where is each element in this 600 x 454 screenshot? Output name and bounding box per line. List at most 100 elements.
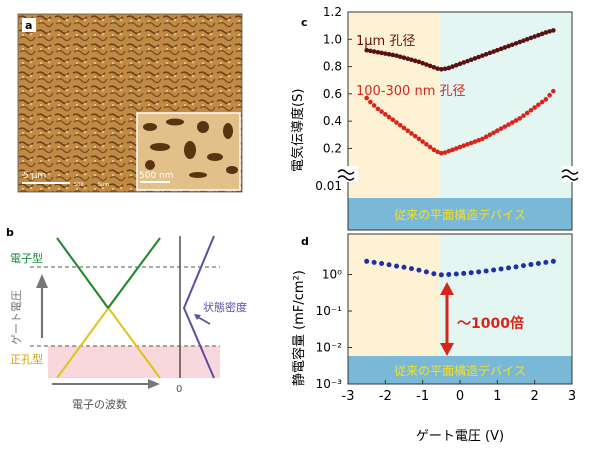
series-label-100nm: 100-300 nm 孔径 <box>356 84 466 99</box>
panel-d-xlabel: ゲート電圧 (V) <box>416 429 504 444</box>
point-1um <box>405 56 411 62</box>
point-100nm <box>468 140 474 146</box>
wavenumber-label: 電子の波数 <box>72 398 127 411</box>
panel-d: d 従来の平面構造デバイス 10⁰ 10⁻¹ 10⁻² 10⁻³ -3 -2 -1 0 1 2 3… <box>291 233 576 444</box>
panel-c-y-ticks: 0.2 0.4 0.6 0.8 1.0 1.2 <box>323 5 352 155</box>
point-100nm <box>517 116 523 121</box>
dos-arrow-head <box>194 314 201 320</box>
c-y-tick-label: 0.6 <box>323 87 342 101</box>
point-1um <box>502 45 508 50</box>
panel-c-conventional-band <box>348 198 572 230</box>
hole-type-label: 正孔型 <box>10 352 43 366</box>
point-capacitance <box>535 261 541 267</box>
point-1um <box>371 49 377 54</box>
point-100nm <box>386 114 392 120</box>
panel-d-series <box>364 258 556 278</box>
point-capacitance <box>431 271 437 277</box>
point-1um <box>439 67 444 72</box>
point-1um <box>364 47 369 53</box>
d-y-tick-label: 10⁻¹ <box>316 304 343 318</box>
point-1um <box>446 65 452 71</box>
point-100nm <box>442 150 448 155</box>
point-100nm <box>427 144 433 150</box>
panel-d-y-ticks: 10⁰ 10⁻¹ 10⁻² 10⁻³ <box>316 268 352 391</box>
panel-d-letter: d <box>301 235 309 248</box>
point-100nm <box>368 99 373 105</box>
c-y-tick-label: 0.2 <box>323 141 342 155</box>
point-100nm <box>364 95 369 101</box>
point-1um <box>480 53 485 58</box>
point-capacitance <box>446 272 452 277</box>
point-100nm <box>375 106 381 112</box>
point-1um <box>420 60 425 66</box>
point-1um <box>412 58 418 64</box>
point-capacitance <box>491 267 497 273</box>
point-capacitance <box>520 263 526 269</box>
c-y-tick-label: 1.2 <box>323 5 342 19</box>
point-1um <box>551 28 556 33</box>
point-capacitance <box>379 261 385 267</box>
point-100nm <box>420 139 425 144</box>
point-100nm <box>547 92 552 98</box>
d-x-tick-label: -2 <box>379 389 392 404</box>
point-100nm <box>495 128 500 134</box>
point-100nm <box>401 125 407 131</box>
point-100nm <box>379 109 384 114</box>
dos-curve <box>182 235 215 379</box>
point-capacitance <box>401 264 407 270</box>
point-100nm <box>461 143 467 149</box>
point-1um <box>487 50 493 56</box>
point-capacitance <box>550 258 556 264</box>
point-100nm <box>528 107 534 113</box>
point-100nm <box>446 148 452 154</box>
point-100nm <box>412 133 418 139</box>
point-1um <box>483 51 489 57</box>
point-capacitance <box>483 268 489 274</box>
point-1um <box>416 59 422 65</box>
d-x-tick-label: -1 <box>416 389 429 404</box>
point-100nm <box>450 147 455 153</box>
electron-type-label: 電子型 <box>10 251 43 265</box>
axis-break-right <box>561 169 579 181</box>
point-1um <box>431 64 437 70</box>
point-capacitance <box>386 262 392 268</box>
ratio-arrow-head-down <box>440 343 454 356</box>
point-capacitance <box>438 272 444 278</box>
point-1um <box>386 51 392 57</box>
point-100nm <box>424 142 429 147</box>
ratio-annotation: ～1000倍 <box>457 315 524 332</box>
point-100nm <box>513 118 519 123</box>
inset-scale-label: 500 nm <box>139 171 174 181</box>
point-100nm <box>476 137 481 143</box>
panel-d-conventional-label: 従来の平面構造デバイス <box>394 363 526 378</box>
point-100nm <box>405 128 411 134</box>
point-capacitance <box>416 267 422 273</box>
point-1um <box>383 51 388 56</box>
point-capacitance <box>476 269 482 275</box>
point-100nm <box>491 130 496 136</box>
point-100nm <box>457 144 463 150</box>
point-1um <box>427 63 433 69</box>
point-100nm <box>483 134 489 140</box>
panel-c: c 従来の平面構造デバイス 0.2 0.4 0.6 0.8 1.0 1.2 0.01 1μ… <box>290 5 580 231</box>
d-x-tick-label: 2 <box>531 389 539 404</box>
point-100nm <box>506 122 511 127</box>
point-capacitance <box>506 265 512 271</box>
panel-d-ylabel: 静電容量 (mF/cm²) <box>291 270 307 386</box>
tiny-scale-2: 5μm <box>98 182 109 188</box>
point-100nm <box>435 149 440 155</box>
point-capacitance <box>453 271 459 277</box>
point-1um <box>521 38 526 43</box>
point-1um <box>509 42 515 48</box>
panel-b-letter: b <box>6 226 14 239</box>
point-100nm <box>480 136 485 142</box>
panel-a-letter: a <box>25 19 32 32</box>
cone-upper-right <box>107 237 161 309</box>
series-label-1um: 1μm 孔径 <box>356 34 415 49</box>
point-1um <box>547 29 552 34</box>
point-capacitance <box>513 264 519 270</box>
point-capacitance <box>423 269 429 275</box>
point-1um <box>495 47 500 53</box>
panel-c-right-shade <box>440 12 572 230</box>
